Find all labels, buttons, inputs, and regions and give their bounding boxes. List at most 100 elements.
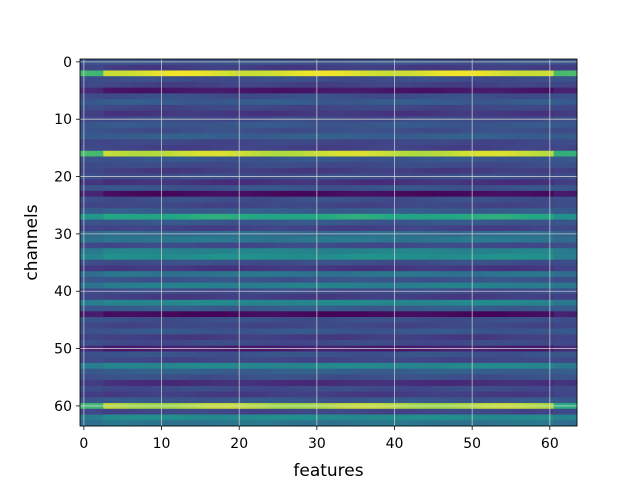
heatmap-cell: [328, 282, 337, 289]
heatmap-cell: [274, 99, 283, 106]
heatmap-cell: [406, 179, 415, 186]
heatmap-cell: [444, 236, 454, 243]
heatmap-cell: [196, 317, 205, 324]
heatmap-cell: [491, 357, 500, 364]
heatmap-cell: [491, 339, 500, 347]
heatmap-cell: [266, 253, 275, 261]
heatmap-cell: [514, 248, 524, 255]
heatmap-cell: [250, 322, 260, 329]
heatmap-cell: [142, 236, 151, 243]
heatmap-cell: [429, 190, 438, 198]
heatmap-cell: [219, 81, 228, 89]
heatmap-cell: [289, 162, 298, 169]
heatmap-cell: [398, 145, 407, 152]
heatmap-cell: [522, 190, 531, 198]
heatmap-cell: [507, 202, 516, 209]
heatmap-cell: [569, 185, 578, 192]
heatmap-cell: [344, 93, 353, 100]
heatmap-cell: [258, 104, 267, 112]
heatmap-cell: [243, 93, 252, 100]
heatmap-cell: [250, 265, 260, 272]
heatmap-cell: [375, 322, 384, 329]
heatmap-cell: [569, 156, 578, 163]
heatmap-cell: [382, 408, 392, 415]
heatmap-cell: [476, 271, 485, 278]
heatmap-cell: [444, 420, 454, 427]
heatmap-cell: [375, 133, 384, 140]
heatmap-cell: [476, 70, 485, 77]
heatmap-cell: [305, 64, 314, 71]
heatmap-cell: [289, 122, 298, 129]
heatmap-cell: [212, 357, 221, 364]
heatmap-cell: [437, 374, 446, 381]
heatmap-cell: [281, 357, 291, 364]
heatmap-cell: [227, 145, 236, 152]
heatmap-cell: [111, 374, 120, 381]
heatmap-cell: [406, 70, 415, 77]
heatmap-cell: [398, 110, 407, 117]
heatmap-cell: [212, 185, 221, 192]
heatmap-cell: [507, 362, 516, 370]
heatmap-cell: [522, 87, 531, 94]
heatmap-cell: [266, 317, 275, 324]
heatmap-cell: [452, 64, 461, 71]
heatmap-cell: [281, 385, 291, 392]
heatmap-cell: [538, 420, 547, 427]
heatmap-cell: [499, 196, 508, 203]
heatmap-cell: [382, 236, 392, 243]
heatmap-cell: [118, 322, 127, 329]
heatmap-cell: [87, 190, 96, 198]
heatmap-cell: [274, 145, 283, 152]
heatmap-cell: [437, 351, 446, 358]
heatmap-cell: [118, 236, 127, 243]
heatmap-cell: [266, 397, 275, 404]
heatmap-cell: [258, 368, 267, 375]
heatmap-cell: [274, 374, 283, 381]
heatmap-cell: [180, 397, 190, 404]
heatmap-cell: [149, 294, 159, 301]
heatmap-cell: [499, 294, 508, 301]
heatmap-cell: [398, 253, 407, 261]
heatmap-cell: [305, 414, 314, 421]
heatmap-cell: [180, 133, 190, 140]
heatmap-cell: [444, 93, 454, 100]
heatmap-cell: [126, 276, 135, 284]
heatmap-cell: [188, 408, 197, 415]
heatmap-cell: [359, 253, 368, 261]
heatmap-cell: [328, 328, 337, 335]
heatmap-cell: [266, 202, 275, 209]
heatmap-cell: [250, 93, 260, 100]
heatmap-cell: [95, 408, 104, 415]
heatmap-cell: [87, 282, 96, 289]
heatmap-cell: [328, 162, 337, 169]
heatmap-cell: [569, 408, 578, 415]
heatmap-cell: [95, 299, 104, 306]
heatmap-cell: [103, 351, 112, 358]
heatmap-cell: [522, 294, 531, 301]
heatmap-cell: [561, 219, 570, 226]
heatmap-cell: [398, 397, 407, 404]
heatmap-cell: [367, 317, 376, 324]
heatmap-cell: [499, 357, 508, 364]
heatmap-cell: [561, 93, 570, 100]
heatmap-cell: [452, 99, 461, 106]
heatmap-cell: [281, 196, 291, 203]
heatmap-cell: [413, 282, 423, 289]
heatmap-cell: [421, 334, 430, 341]
heatmap-cell: [281, 420, 291, 427]
heatmap-cell: [243, 357, 252, 364]
heatmap-cell: [514, 133, 524, 140]
heatmap-cell: [266, 311, 275, 318]
heatmap-cell: [173, 150, 182, 157]
heatmap-cell: [250, 202, 260, 209]
heatmap-cell: [328, 156, 337, 163]
heatmap-cell: [219, 339, 228, 347]
heatmap-cell: [134, 294, 143, 301]
heatmap-cell: [569, 99, 578, 106]
heatmap-cell: [406, 190, 415, 198]
heatmap-cell: [460, 414, 469, 421]
heatmap-cell: [103, 248, 112, 255]
heatmap-cell: [429, 408, 438, 415]
heatmap-cell: [243, 242, 252, 249]
heatmap-cell: [103, 362, 112, 370]
